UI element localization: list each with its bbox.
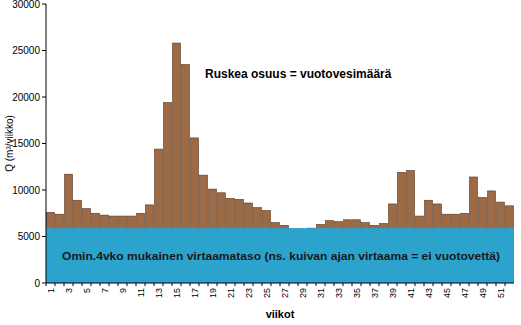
x-tick (190, 283, 191, 286)
y-tick (42, 50, 46, 51)
x-tick-label: 5 (82, 288, 92, 293)
x-axis-title: viikot (266, 308, 295, 320)
x-tick (451, 283, 452, 286)
y-tick-label: 15000 (12, 138, 40, 149)
x-tick (325, 283, 326, 286)
x-tick (208, 283, 209, 286)
x-tick (73, 283, 74, 286)
x-tick (118, 283, 119, 286)
x-tick (397, 283, 398, 286)
y-tick-label: 25000 (12, 45, 40, 56)
x-tick (379, 283, 380, 286)
x-tick (433, 283, 434, 286)
x-tick-label: 43 (424, 288, 434, 298)
x-tick (181, 283, 182, 286)
x-tick (271, 283, 272, 286)
x-tick (289, 283, 290, 286)
y-tick (42, 283, 46, 284)
x-tick (334, 283, 335, 286)
x-tick-label: 33 (334, 288, 344, 298)
y-tick-label: 5000 (18, 231, 41, 242)
x-tick-label: 35 (352, 288, 362, 298)
x-tick (154, 283, 155, 286)
x-tick-label: 39 (388, 288, 398, 298)
x-tick-label: 19 (208, 288, 218, 298)
x-tick (82, 283, 83, 286)
x-tick (262, 283, 263, 286)
x-tick (361, 283, 362, 286)
x-tick (442, 283, 443, 286)
x-tick (172, 283, 173, 286)
y-tick (42, 190, 46, 191)
y-tick (42, 236, 46, 237)
y-tick-label: 30000 (12, 0, 40, 10)
x-tick (91, 283, 92, 286)
y-tick (42, 97, 46, 98)
x-tick (253, 283, 254, 286)
x-tick-label: 41 (406, 288, 416, 298)
x-tick-label: 31 (316, 288, 326, 298)
x-tick (226, 283, 227, 286)
x-tick (109, 283, 110, 286)
x-tick-label: 51 (496, 288, 506, 298)
x-tick (64, 283, 65, 286)
x-tick-label: 7 (100, 288, 110, 293)
y-tick (42, 4, 46, 5)
annotation: Ruskea osuus = vuotovesimäärä (205, 67, 392, 81)
x-tick-label: 21 (226, 288, 236, 298)
x-tick-label: 27 (280, 288, 290, 298)
x-tick (388, 283, 389, 286)
x-tick (415, 283, 416, 286)
x-tick-label: 29 (298, 288, 308, 298)
x-tick-label: 9 (118, 288, 128, 293)
x-tick (55, 283, 56, 286)
x-tick-label: 45 (442, 288, 452, 298)
x-tick (406, 283, 407, 286)
x-tick (370, 283, 371, 286)
x-tick (235, 283, 236, 286)
x-tick (136, 283, 137, 286)
x-tick-label: 25 (262, 288, 272, 298)
x-tick (460, 283, 461, 286)
x-tick-label: 1 (46, 288, 56, 293)
y-tick (42, 143, 46, 144)
x-tick (424, 283, 425, 286)
x-tick (496, 283, 497, 286)
x-tick (487, 283, 488, 286)
x-tick (343, 283, 344, 286)
x-tick-label: 47 (460, 288, 470, 298)
x-tick (244, 283, 245, 286)
x-tick (352, 283, 353, 286)
x-tick-label: 3 (64, 288, 74, 293)
baseline-area (46, 228, 514, 283)
x-tick-label: 49 (478, 288, 488, 298)
x-tick-label: 11 (136, 288, 146, 297)
x-tick-label: 13 (154, 288, 164, 298)
bars (46, 43, 514, 283)
y-tick-label: 20000 (12, 92, 40, 103)
y-tick-label: 10000 (12, 185, 40, 196)
x-tick (145, 283, 146, 286)
x-tick-label: 17 (190, 288, 200, 298)
x-tick (316, 283, 317, 286)
baseline-label: Omin.4vko mukainen virtaamataso (ns. kui… (62, 250, 500, 262)
x-tick (199, 283, 200, 286)
x-tick-label: 37 (370, 288, 380, 298)
x-tick (217, 283, 218, 286)
x-tick (127, 283, 128, 286)
y-axis-title: Q (m³/viikko) (4, 115, 15, 172)
x-tick-label: 15 (172, 288, 182, 298)
x-tick (505, 283, 506, 286)
x-tick (307, 283, 308, 286)
x-tick-label: 23 (244, 288, 254, 298)
y-tick-label: 0 (34, 278, 40, 289)
x-tick (469, 283, 470, 286)
x-tick (298, 283, 299, 286)
x-tick (163, 283, 164, 286)
x-tick (46, 283, 47, 286)
x-tick (478, 283, 479, 286)
x-tick (100, 283, 101, 286)
x-tick (280, 283, 281, 286)
chart: 0500010000150002000025000300001357911131… (0, 0, 521, 325)
